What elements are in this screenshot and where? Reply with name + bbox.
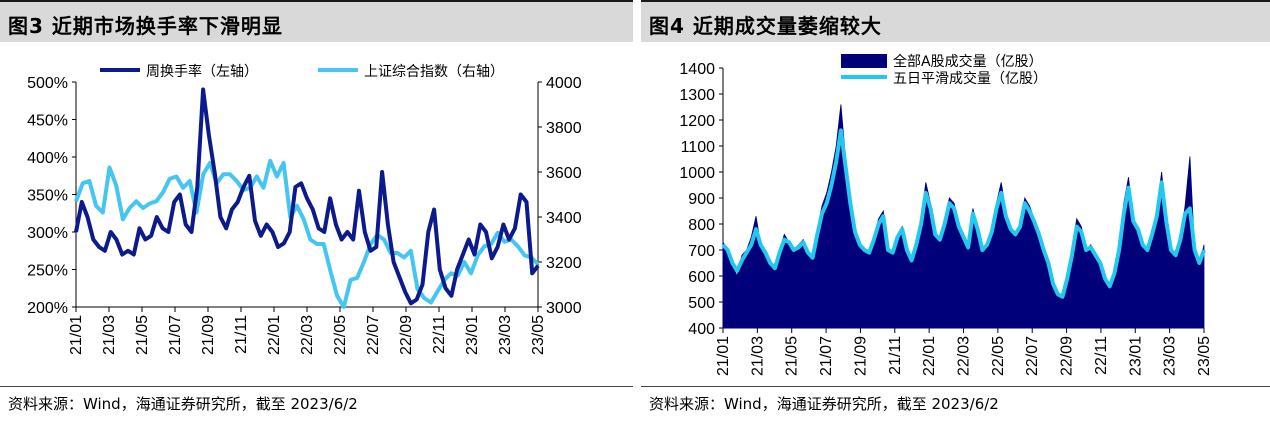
y-tick-label: 200% <box>27 300 68 317</box>
x-tick-label: 21/11 <box>887 336 904 375</box>
y-tick-label: 800 <box>688 217 715 234</box>
x-tick-label: 23/03 <box>497 315 514 355</box>
y-tick-label: 3000 <box>546 300 582 317</box>
y-tick-label: 500 <box>688 295 715 312</box>
x-tick-label: 22/11 <box>431 315 448 354</box>
title-bar: 图3 近期市场换手率下滑明显 <box>0 0 633 42</box>
y-tick-label: 300% <box>27 225 68 242</box>
y-tick-label: 600 <box>688 269 715 286</box>
y-tick-label: 400 <box>688 321 715 338</box>
x-tick-label: 23/01 <box>1127 336 1144 376</box>
divider <box>0 386 633 387</box>
y-tick-label: 1300 <box>679 87 715 104</box>
x-tick-label: 21/01 <box>715 336 732 376</box>
turnover-line <box>74 87 540 306</box>
title-bar: 图4 近期成交量萎缩较大 <box>641 0 1270 42</box>
x-tick-label: 21/01 <box>68 315 85 355</box>
x-tick-label: 21/07 <box>818 336 835 376</box>
volume-ma-line <box>721 128 1206 299</box>
turnover-chart: 200% 250% 300% 350% 400% 450% 500% 3000 3200 3400… <box>27 63 582 355</box>
y-tick-label: 1000 <box>679 165 715 182</box>
x-tick-label: 22/05 <box>332 315 349 355</box>
x-tick-label: 21/05 <box>134 315 151 355</box>
chart-panel-turnover: 图3 近期市场换手率下滑明显 200% 250% 300% 350% 400% 450% 5… <box>0 0 633 421</box>
x-tick-label: 22/07 <box>1024 336 1041 376</box>
y-tick-label: 400% <box>27 150 68 167</box>
x-tick-label: 22/09 <box>398 315 415 355</box>
y-tick-label: 450% <box>27 113 68 130</box>
y-tick-label: 3400 <box>546 210 582 227</box>
y-tick-label: 3200 <box>546 255 582 272</box>
x-tick-label: 23/01 <box>464 315 481 355</box>
legend-label: 全部A股成交量（亿股） <box>893 53 1043 70</box>
x-tick-label: 21/09 <box>200 315 217 355</box>
chart-title: 图4 近期成交量萎缩较大 <box>649 14 882 38</box>
y-tick-label: 3600 <box>546 165 582 182</box>
x-tick-label: 22/03 <box>956 336 973 376</box>
x-tick-label: 23/03 <box>1162 336 1179 376</box>
x-tick-label: 22/11 <box>1093 336 1110 375</box>
y-tick-label: 3800 <box>546 120 582 137</box>
x-tick-label: 22/01 <box>266 315 283 355</box>
x-tick-label: 21/07 <box>167 315 184 355</box>
y-tick-label: 500% <box>27 75 68 92</box>
x-tick-label: 22/05 <box>990 336 1007 376</box>
source-note: 资料来源：Wind，海通证券研究所，截至 2023/6/2 <box>8 395 358 413</box>
x-tick-label: 22/03 <box>299 315 316 355</box>
source-note: 资料来源：Wind，海通证券研究所，截至 2023/6/2 <box>649 395 999 413</box>
x-tick-label: 22/09 <box>1059 336 1076 376</box>
x-tick-label: 21/11 <box>233 315 250 354</box>
legend-label: 周换手率（左轴） <box>146 63 258 80</box>
volume-chart: 400 500 600 700 800 900 1000 1100 1200 1300 1400 21… <box>679 53 1213 376</box>
x-tick-label: 21/05 <box>784 336 801 376</box>
y-tick-label: 250% <box>27 263 68 280</box>
x-tick-label: 23/05 <box>530 315 547 355</box>
chart-panel-volume: 图4 近期成交量萎缩较大 400 500 600 700 800 900 1000 1100 1… <box>641 0 1270 421</box>
x-tick-label: 21/09 <box>852 336 869 376</box>
y-tick-label: 350% <box>27 188 68 205</box>
y-tick-label: 1100 <box>681 139 716 156</box>
x-tick-label: 22/01 <box>921 336 938 376</box>
y-tick-label: 1400 <box>679 61 715 78</box>
legend-label: 上证综合指数（右轴） <box>364 64 504 80</box>
y-tick-label: 700 <box>688 243 715 260</box>
legend-swatch-volume <box>841 54 887 68</box>
y-tick-label: 1200 <box>679 113 715 130</box>
index-line <box>74 158 540 309</box>
y-tick-label: 4000 <box>546 75 582 92</box>
x-tick-label: 21/03 <box>749 336 766 376</box>
y-tick-label: 900 <box>688 191 715 208</box>
chart-title: 图3 近期市场换手率下滑明显 <box>8 14 283 38</box>
x-tick-label: 23/05 <box>1196 336 1213 376</box>
x-tick-label: 22/07 <box>365 315 382 355</box>
legend-label: 五日平滑成交量（亿股） <box>893 70 1047 87</box>
x-tick-label: 21/03 <box>101 315 118 355</box>
divider <box>641 386 1270 387</box>
